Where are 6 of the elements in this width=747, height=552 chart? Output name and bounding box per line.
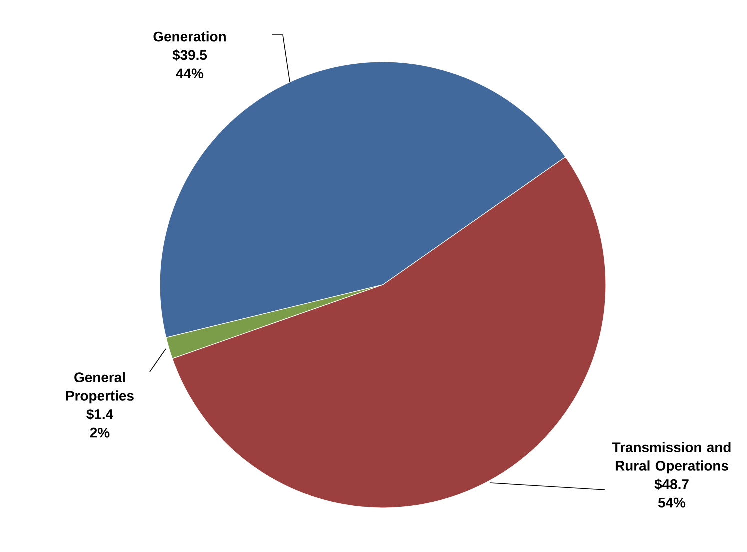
data-label: $48.7 54%: [654, 478, 689, 508]
data-label: $39.5 44%: [172, 50, 208, 79]
slice-label: Transmission and Rural Operations: [612, 442, 731, 474]
slice-label: General Properties: [66, 372, 134, 404]
data-label: $1.4 2%: [86, 408, 114, 438]
slice-label: Generation: [154, 31, 226, 42]
